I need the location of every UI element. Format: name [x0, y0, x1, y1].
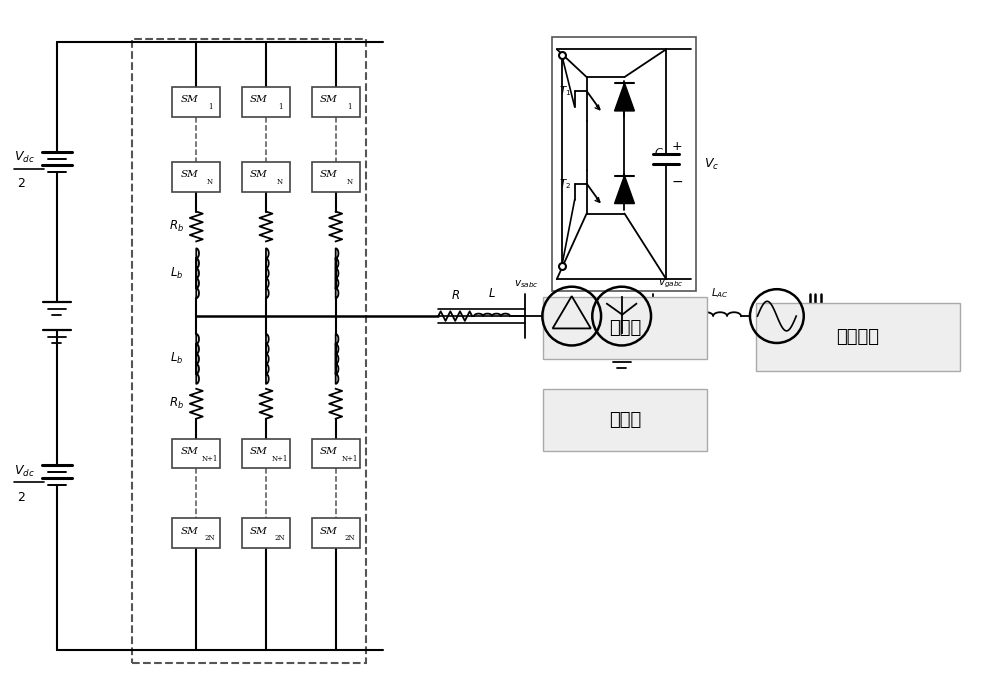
- Text: $T_1$: $T_1$: [559, 84, 571, 98]
- Text: +: +: [671, 140, 682, 153]
- Text: $R_b$: $R_b$: [169, 396, 184, 411]
- Bar: [172, 162, 220, 191]
- Text: $2$: $2$: [17, 491, 26, 504]
- Text: 1: 1: [278, 103, 282, 111]
- Polygon shape: [615, 83, 634, 111]
- Bar: [172, 518, 220, 548]
- Text: $R$: $R$: [451, 289, 460, 302]
- Text: $V_{dc}$: $V_{dc}$: [14, 150, 35, 166]
- Text: −: −: [671, 175, 683, 189]
- Text: $L_b$: $L_b$: [170, 266, 183, 281]
- Text: $C$: $C$: [654, 146, 663, 158]
- Text: $L$: $L$: [488, 287, 496, 300]
- Text: SM: SM: [250, 170, 268, 179]
- Text: 1: 1: [208, 103, 212, 111]
- Bar: [312, 518, 360, 548]
- Text: 2N: 2N: [205, 534, 216, 542]
- Text: $L_{AC}$: $L_{AC}$: [711, 287, 729, 300]
- Text: $v_{sabc}$: $v_{sabc}$: [514, 279, 539, 290]
- Text: SM: SM: [180, 170, 198, 179]
- Text: N: N: [347, 178, 353, 186]
- Bar: [312, 87, 360, 117]
- Polygon shape: [615, 176, 634, 203]
- Text: SM: SM: [180, 95, 198, 105]
- Text: SM: SM: [320, 527, 338, 535]
- Text: N+1: N+1: [272, 454, 288, 462]
- Bar: [312, 162, 360, 191]
- Bar: [552, 37, 696, 291]
- Text: SM: SM: [250, 95, 268, 105]
- Text: $v_{gabc}$: $v_{gabc}$: [658, 278, 684, 290]
- Text: 2N: 2N: [275, 534, 285, 542]
- Text: SM: SM: [180, 447, 198, 456]
- Bar: [132, 39, 366, 662]
- Text: SM: SM: [180, 527, 198, 535]
- Bar: [242, 87, 290, 117]
- Text: 2N: 2N: [344, 534, 355, 542]
- Text: $V_{dc}$: $V_{dc}$: [14, 464, 35, 479]
- Text: 交流系统: 交流系统: [837, 328, 880, 346]
- Text: SM: SM: [320, 170, 338, 179]
- Text: 变压器: 变压器: [609, 410, 641, 429]
- Text: N: N: [207, 178, 213, 186]
- Text: SM: SM: [250, 527, 268, 535]
- Text: N: N: [277, 178, 283, 186]
- Bar: [242, 439, 290, 468]
- Text: $2$: $2$: [17, 177, 26, 190]
- Text: 子模块: 子模块: [609, 319, 641, 337]
- Bar: [172, 439, 220, 468]
- Text: SM: SM: [250, 447, 268, 456]
- Text: $V_c$: $V_c$: [704, 157, 719, 172]
- Text: $T_2$: $T_2$: [559, 176, 571, 191]
- Text: SM: SM: [320, 447, 338, 456]
- Bar: [172, 87, 220, 117]
- Text: $L_b$: $L_b$: [170, 352, 183, 366]
- FancyBboxPatch shape: [543, 297, 707, 359]
- FancyBboxPatch shape: [756, 303, 960, 371]
- Text: 1: 1: [347, 103, 352, 111]
- Text: $R_b$: $R_b$: [169, 219, 184, 234]
- Text: N+1: N+1: [202, 454, 218, 462]
- Text: SM: SM: [320, 95, 338, 105]
- Bar: [242, 162, 290, 191]
- FancyBboxPatch shape: [543, 389, 707, 450]
- Text: N+1: N+1: [341, 454, 358, 462]
- Bar: [312, 439, 360, 468]
- Bar: [242, 518, 290, 548]
